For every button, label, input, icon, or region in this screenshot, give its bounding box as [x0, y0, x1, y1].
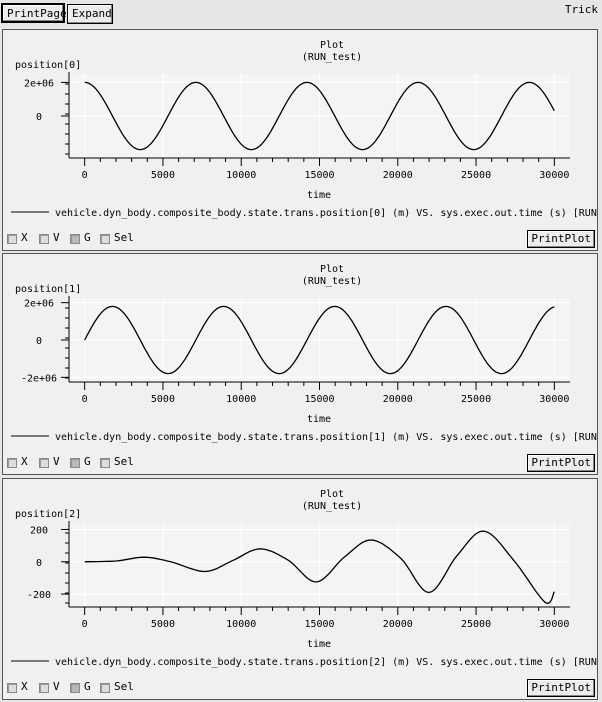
checkbox-x-label: X [21, 231, 28, 244]
plot-subtitle: (RUN_test) [302, 501, 362, 512]
y-tick-label: 0 [36, 336, 42, 347]
checkbox-sel[interactable] [100, 458, 110, 468]
y-tick-label: -2e+06 [21, 373, 57, 384]
checkbox-g[interactable] [70, 234, 80, 244]
x-tick-label: 25000 [461, 170, 491, 181]
print-plot-button[interactable]: PrintPlot [527, 454, 595, 472]
plot-svg-1: 0 5000 10000 15000 20000 25000 30000 2e+06 0 -2e+… [11, 264, 597, 443]
plot-panel-2: 0 5000 10000 15000 20000 25000 30000 200 0 -200 Pl… [2, 478, 598, 700]
plot-subtitle: (RUN_test) [302, 52, 362, 63]
plot-subtitle: (RUN_test) [302, 276, 362, 287]
plot-panel-1: 0 5000 10000 15000 20000 25000 30000 2e+06 0 -2e+… [2, 253, 598, 475]
print-page-button[interactable]: PrintPage [1, 3, 67, 23]
top-toolbar: PrintPage Expand Trick [0, 0, 602, 26]
y-axis-label: position[1] [15, 284, 81, 295]
checkbox-sel-label: Sel [114, 231, 134, 244]
x-tick-label: 5000 [151, 394, 175, 405]
plot-controls: X V G Sel [7, 231, 593, 247]
series-line [84, 81, 555, 151]
plot-panel-0: 0 5000 10000 15000 20000 25000 30000 2e+06 0 Plot… [2, 29, 598, 251]
x-tick-label: 30000 [539, 170, 569, 181]
legend-entry: vehicle.dyn_body.composite_body.state.tr… [55, 208, 597, 219]
x-tick-label: 10000 [226, 170, 256, 181]
x-tick-label: 25000 [461, 619, 491, 630]
checkbox-sel[interactable] [100, 234, 110, 244]
legend-entry: vehicle.dyn_body.composite_body.state.tr… [55, 432, 597, 443]
x-tick-label: 5000 [151, 170, 175, 181]
x-axis-label: time [307, 639, 331, 650]
checkbox-g-label: G [84, 231, 91, 244]
legend-entry: vehicle.dyn_body.composite_body.state.tr… [55, 657, 597, 668]
checkbox-g[interactable] [70, 683, 80, 693]
plot-title: Plot [320, 40, 344, 51]
plot-title: Plot [320, 489, 344, 500]
x-tick-label: 30000 [539, 394, 569, 405]
plot-svg-0: 0 5000 10000 15000 20000 25000 30000 2e+06 0 Plot… [11, 40, 597, 219]
x-tick-label: 25000 [461, 394, 491, 405]
checkbox-v-label: V [53, 231, 60, 244]
checkbox-v[interactable] [39, 458, 49, 468]
checkbox-v-label: V [53, 455, 60, 468]
y-tick-label: 0 [36, 112, 42, 123]
x-axis-label: time [307, 414, 331, 425]
x-tick-label: 15000 [304, 619, 334, 630]
checkbox-x-label: X [21, 455, 28, 468]
checkbox-x[interactable] [7, 458, 17, 468]
print-plot-button[interactable]: PrintPlot [527, 230, 595, 248]
checkbox-g-label: G [84, 455, 91, 468]
checkbox-sel[interactable] [100, 683, 110, 693]
y-tick-label: -200 [27, 590, 51, 601]
x-tick-label: 0 [82, 170, 88, 181]
checkbox-x[interactable] [7, 683, 17, 693]
x-tick-label: 20000 [383, 619, 413, 630]
y-axis-label: position[0] [15, 60, 81, 71]
checkbox-v[interactable] [39, 234, 49, 244]
checkbox-sel-label: Sel [114, 680, 134, 693]
checkbox-v-label: V [53, 680, 60, 693]
y-tick-label: 200 [30, 525, 48, 536]
checkbox-sel-label: Sel [114, 455, 134, 468]
x-tick-label: 30000 [539, 619, 569, 630]
x-tick-label: 20000 [383, 394, 413, 405]
plot-controls: X V G Sel [7, 680, 593, 696]
y-tick-label: 2e+06 [24, 78, 54, 89]
y-axis-label: position[2] [15, 509, 81, 520]
plot-controls: X V G Sel [7, 455, 593, 471]
x-tick-label: 15000 [304, 170, 334, 181]
plot-title: Plot [320, 264, 344, 275]
plot-svg-2: 0 5000 10000 15000 20000 25000 30000 200 0 -200 Pl… [11, 489, 597, 668]
checkbox-g-label: G [84, 680, 91, 693]
app-name: Trick [564, 3, 598, 16]
x-tick-label: 0 [82, 394, 88, 405]
expand-button[interactable]: Expand [67, 4, 113, 24]
y-tick-label: 0 [36, 558, 42, 569]
print-plot-button[interactable]: PrintPlot [527, 679, 595, 697]
checkbox-g[interactable] [70, 458, 80, 468]
series-line [84, 530, 555, 604]
x-axis-label: time [307, 190, 331, 201]
x-tick-label: 5000 [151, 619, 175, 630]
x-tick-label: 10000 [226, 394, 256, 405]
x-tick-label: 20000 [383, 170, 413, 181]
checkbox-x-label: X [21, 680, 28, 693]
y-tick-label: 2e+06 [24, 299, 54, 310]
checkbox-v[interactable] [39, 683, 49, 693]
x-tick-label: 10000 [226, 619, 256, 630]
x-tick-label: 0 [82, 619, 88, 630]
series-line [84, 305, 555, 375]
checkbox-x[interactable] [7, 234, 17, 244]
x-tick-label: 15000 [304, 394, 334, 405]
